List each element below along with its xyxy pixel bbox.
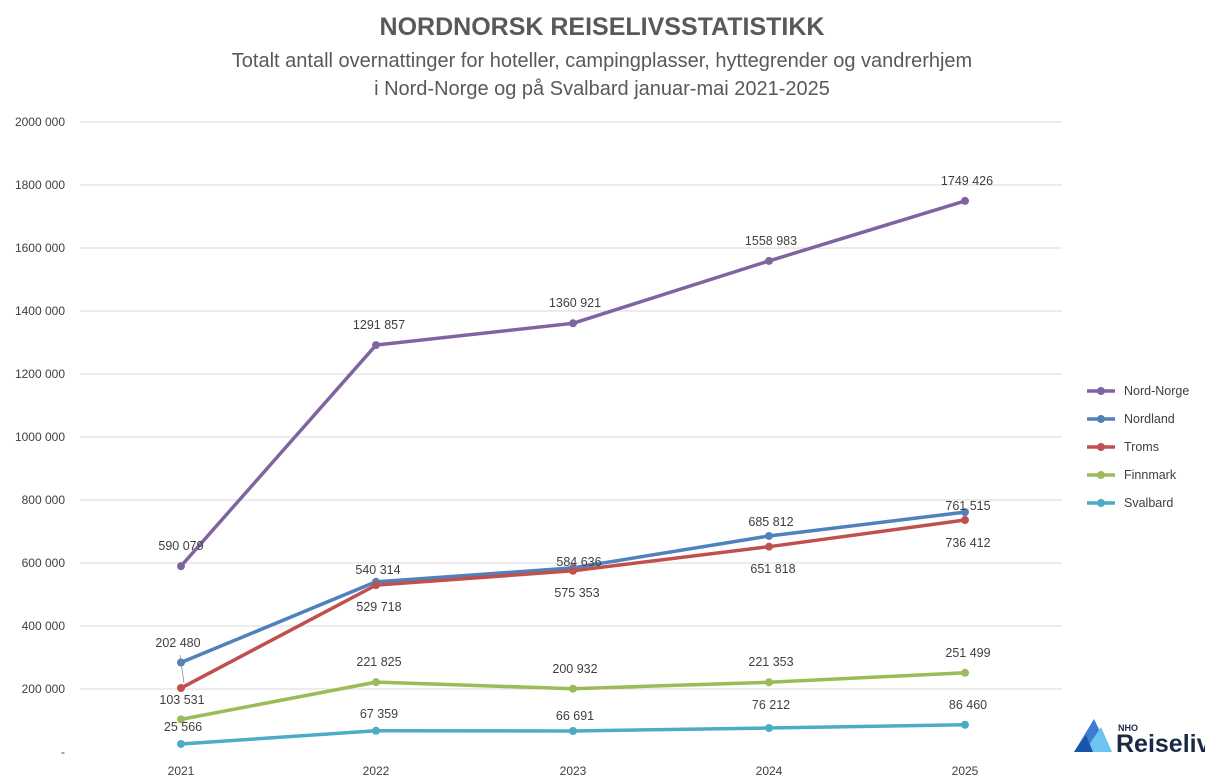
legend-label: Troms	[1124, 440, 1159, 454]
leader-line	[179, 654, 185, 684]
data-point	[372, 726, 380, 735]
chart-subtitle-line2: i Nord-Norge og på Svalbard januar-mai 2…	[374, 78, 830, 100]
series-line-nord-norge	[179, 199, 967, 568]
legend-label: Finnmark	[1124, 468, 1177, 482]
data-label: 202 480	[155, 636, 200, 650]
grid-lines	[80, 121, 1062, 690]
logo-small-text: NHO	[1118, 723, 1138, 733]
x-tick-label: 2025	[952, 764, 979, 778]
data-label: 761 515	[945, 499, 990, 513]
data-label: 1360 921	[549, 296, 601, 310]
data-label: 529 718	[356, 600, 401, 614]
data-label: 590 079	[158, 539, 203, 553]
data-label: 200 932	[552, 662, 597, 676]
data-point	[765, 256, 773, 265]
data-label: 651 818	[750, 562, 795, 576]
data-point	[961, 508, 969, 517]
data-point	[569, 319, 577, 328]
data-point	[961, 196, 969, 205]
y-tick-label: 2000 000	[15, 115, 65, 129]
data-label: 1558 983	[745, 234, 797, 248]
data-point	[177, 562, 185, 571]
y-tick-label: 1200 000	[15, 367, 65, 381]
data-label: 736 412	[945, 536, 990, 550]
legend-marker	[1097, 499, 1105, 507]
data-point	[765, 723, 773, 732]
logo-mark-icon	[1074, 719, 1112, 752]
data-label: 251 499	[945, 646, 990, 660]
y-tick-label: 800 000	[22, 493, 66, 507]
data-point	[372, 581, 380, 590]
data-label: 540 314	[355, 563, 400, 577]
y-tick-label: 1600 000	[15, 241, 65, 255]
legend-marker	[1097, 443, 1105, 451]
data-point	[569, 684, 577, 693]
data-point	[569, 726, 577, 735]
data-label: 67 359	[360, 707, 398, 721]
data-label: 685 812	[748, 515, 793, 529]
data-point	[765, 542, 773, 551]
legend-marker	[1097, 415, 1105, 423]
data-point	[177, 684, 185, 693]
data-label: 221 825	[356, 655, 401, 669]
data-label: 25 566	[164, 720, 202, 734]
x-tick-label: 2024	[756, 764, 783, 778]
data-point	[177, 739, 185, 748]
x-axis: 2021 2022 2023 2024 2025	[168, 764, 979, 778]
data-label: 575 353	[554, 586, 599, 600]
y-tick-label: -	[61, 745, 65, 759]
legend-marker	[1097, 387, 1105, 395]
x-tick-label: 2023	[560, 764, 587, 778]
data-point	[961, 516, 969, 525]
x-tick-label: 2022	[363, 764, 390, 778]
data-label: 86 460	[949, 698, 987, 712]
legend: Nord-Norge Nordland Troms Finnmark Svalbard	[1087, 384, 1189, 510]
data-point	[961, 668, 969, 677]
y-tick-label: 1800 000	[15, 178, 65, 192]
data-point	[177, 715, 185, 724]
chart-subtitle-line1: Totalt antall overnattinger for hoteller…	[232, 50, 972, 72]
data-point	[372, 678, 380, 687]
data-label: 1749 426	[941, 174, 993, 188]
x-tick-label: 2021	[168, 764, 195, 778]
data-label: 221 353	[748, 655, 793, 669]
legend-marker	[1097, 471, 1105, 479]
data-point	[765, 531, 773, 540]
y-tick-label: 200 000	[22, 682, 66, 696]
legend-label: Svalbard	[1124, 496, 1173, 510]
y-tick-label: 600 000	[22, 556, 66, 570]
data-label: 584 636	[556, 555, 601, 569]
data-labels: 590 079 1291 857 1360 921 1558 983 1749 426 2…	[155, 174, 993, 734]
data-label: 1291 857	[353, 318, 405, 332]
data-label: 66 691	[556, 709, 594, 723]
y-axis: - 200 000 400 000 600 000 800 000 1000 000 120…	[15, 115, 65, 759]
chart-title: NORDNORSK REISELIVSSTATISTIKK	[380, 13, 825, 41]
data-point	[765, 678, 773, 687]
y-tick-label: 400 000	[22, 619, 66, 633]
data-point	[569, 566, 577, 575]
legend-label: Nord-Norge	[1124, 384, 1189, 398]
data-label: 76 212	[752, 698, 790, 712]
y-tick-label: 1400 000	[15, 304, 65, 318]
series-group	[177, 196, 969, 748]
logo-big-text: Reiseliv	[1116, 730, 1205, 758]
y-tick-label: 1000 000	[15, 430, 65, 444]
data-point	[372, 341, 380, 350]
legend-label: Nordland	[1124, 412, 1175, 426]
data-point	[961, 720, 969, 729]
data-label: 103 531	[159, 693, 204, 707]
nho-reiseliv-logo: NHO Reiseliv	[1074, 719, 1205, 758]
